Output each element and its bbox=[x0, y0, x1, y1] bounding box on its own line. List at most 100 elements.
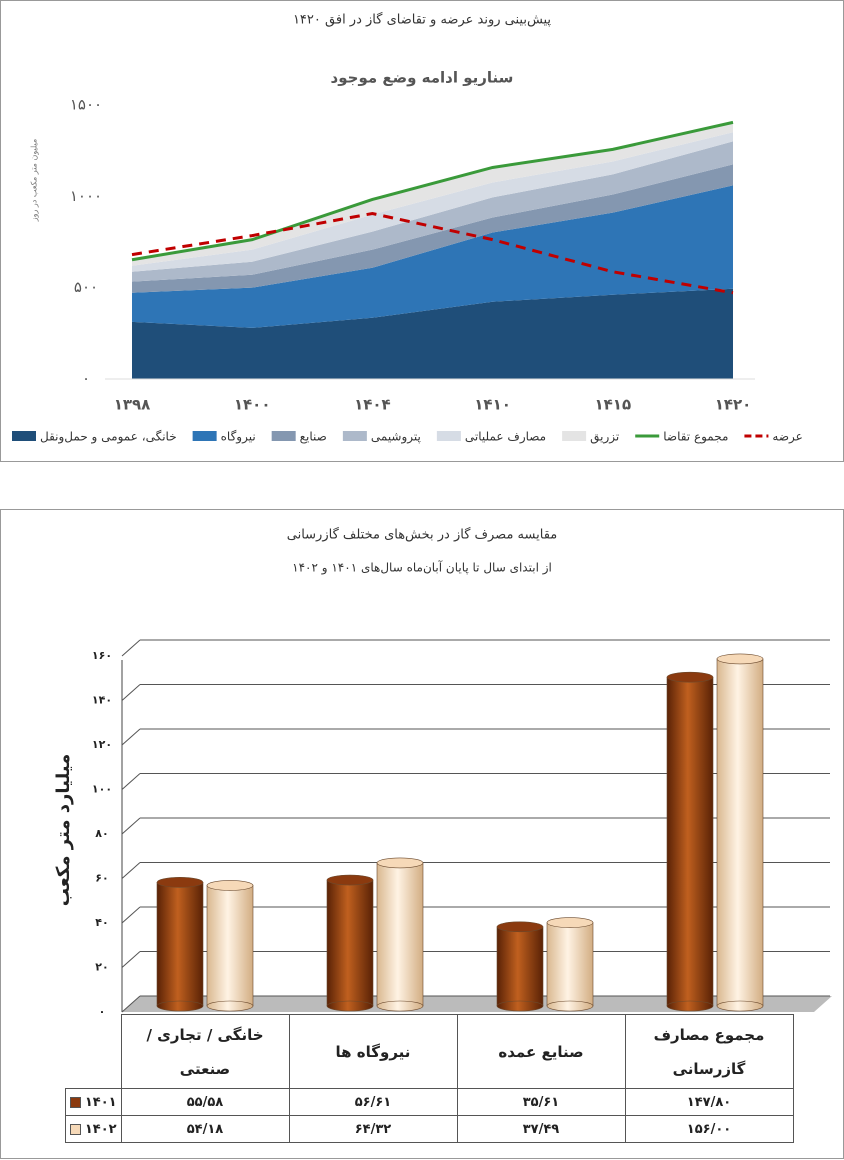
legend-marker bbox=[271, 431, 296, 441]
legend-item: عرضه bbox=[744, 430, 803, 445]
category-label: مجموع مصارف گازرسانی bbox=[624, 1014, 794, 1089]
y-tick-label: ۱۲۰ bbox=[92, 738, 112, 751]
category-label: نیروگاه ها bbox=[288, 1014, 458, 1089]
table-row: ۱۴۰۱ ۵۵/۵۸ ۵۶/۶۱ ۳۵/۶۱ ۱۴۷/۸۰ bbox=[65, 1088, 794, 1116]
y-tick-label: ۱۵۰۰ bbox=[70, 96, 102, 114]
bar-base bbox=[666, 1000, 714, 1012]
grid-line bbox=[121, 951, 141, 968]
x-tick-label: ۱۴۰۴ bbox=[354, 396, 391, 414]
legend-marker bbox=[342, 431, 367, 441]
bar-top bbox=[546, 917, 594, 928]
bar bbox=[376, 857, 424, 1012]
y-tick-label: ۸۰ bbox=[95, 827, 108, 840]
legend-item: مجموع تقاضا bbox=[635, 430, 728, 445]
legend-item: نیروگاه bbox=[192, 430, 256, 445]
bar-body bbox=[546, 922, 594, 1007]
bar-base bbox=[716, 1000, 764, 1012]
legend-label: تزریق bbox=[590, 430, 619, 445]
grid-line bbox=[121, 995, 141, 1013]
bar bbox=[156, 877, 204, 1012]
bar-top bbox=[666, 671, 714, 683]
bar bbox=[496, 921, 544, 1012]
y-tick-label: ۱۶۰ bbox=[92, 649, 112, 662]
table-row: ۱۴۰۲ ۵۴/۱۸ ۶۴/۳۲ ۳۷/۴۹ ۱۵۶/۰۰ bbox=[65, 1115, 794, 1143]
legend-label: پتروشیمی bbox=[371, 430, 421, 445]
legend-item: مصارف عملیاتی bbox=[436, 430, 546, 445]
legend-item: خانگی، عمومی و حمل‌ونقل bbox=[12, 430, 177, 445]
category-label: خانگی / تجاری / صنعتی bbox=[120, 1014, 290, 1089]
x-tick-label: ۱۴۲۰ bbox=[715, 396, 752, 414]
area bbox=[132, 164, 733, 293]
legend-item: پتروشیمی bbox=[342, 430, 421, 445]
y-axis-label: میلیون متر مکعب در روز bbox=[30, 139, 39, 223]
x-tick-label: ۱۴۱۵ bbox=[594, 396, 631, 414]
bar-body bbox=[496, 926, 544, 1007]
bar-top bbox=[496, 921, 544, 933]
y-tick-label: ۱۰۰۰ bbox=[70, 187, 102, 205]
table-corner bbox=[65, 1014, 122, 1089]
value-label: ۳۷/۴۹ bbox=[456, 1115, 626, 1143]
bar bbox=[666, 671, 714, 1012]
y-tick-label: ۴۰ bbox=[95, 916, 108, 929]
bar-base bbox=[206, 1000, 254, 1012]
bar-body bbox=[666, 676, 714, 1007]
bar-top bbox=[206, 880, 254, 891]
y-axis-label: میلیارد متر مکعب bbox=[53, 754, 74, 907]
grid-line bbox=[121, 817, 141, 835]
legend-marker bbox=[192, 431, 217, 441]
legend-label: عرضه bbox=[772, 430, 802, 445]
data-table: خانگی / تجاری / صنعتی نیروگاه ها صنایع عمد… bbox=[65, 1014, 794, 1143]
value-label: ۵۴/۱۸ bbox=[120, 1115, 290, 1143]
y-tick-label: ۶۰ bbox=[95, 872, 108, 885]
x-tick-label: ۱۳۹۸ bbox=[114, 396, 151, 414]
legend-marker bbox=[562, 431, 587, 441]
legend-cell: ۱۴۰۱ bbox=[65, 1088, 122, 1116]
y-tick-label: ۵۰۰ bbox=[74, 278, 98, 296]
bar bbox=[326, 874, 374, 1012]
chart-subtitle: سناریو ادامه وضع موجود bbox=[331, 69, 514, 87]
floor bbox=[122, 996, 832, 1012]
y-tick-label: ۲۰ bbox=[95, 961, 108, 974]
legend-item: صنایع bbox=[271, 430, 327, 444]
value-label: ۳۵/۶۱ bbox=[456, 1088, 626, 1116]
bar-body bbox=[716, 658, 764, 1007]
grid-line bbox=[121, 639, 141, 657]
legend-label: نیروگاه bbox=[221, 430, 256, 445]
legend-marker bbox=[69, 1123, 81, 1135]
bar-body bbox=[206, 885, 254, 1007]
bar bbox=[546, 917, 594, 1012]
value-label: ۱۴۷/۸۰ bbox=[624, 1088, 794, 1116]
y-tick-label: ۰ bbox=[82, 370, 90, 388]
legend-label: صنایع bbox=[300, 430, 327, 444]
bar bbox=[716, 653, 764, 1012]
grid-line bbox=[121, 906, 141, 924]
area bbox=[132, 141, 733, 282]
y-tick-label: ۰ bbox=[99, 1005, 106, 1018]
area bbox=[132, 185, 733, 328]
bar-top bbox=[376, 857, 424, 869]
area bbox=[132, 132, 733, 272]
table-header-row: خانگی / تجاری / صنعتی نیروگاه ها صنایع عمد… bbox=[65, 1014, 794, 1089]
legend-label: مصارف عملیاتی bbox=[465, 430, 546, 445]
grid-line bbox=[121, 773, 141, 790]
legend-marker bbox=[12, 431, 36, 441]
bar-body bbox=[326, 879, 374, 1007]
bar-base bbox=[496, 1000, 544, 1012]
line bbox=[131, 211, 734, 295]
area bbox=[132, 288, 733, 379]
legend-label: ۱۴۰۲ bbox=[84, 1121, 117, 1137]
chart-title: پیش‌بینی روند عرضه و تقاضای گاز در افق ۱… bbox=[293, 12, 551, 28]
grid-line bbox=[121, 684, 141, 701]
x-tick-label: ۱۴۰۰ bbox=[234, 396, 271, 414]
y-tick-label: ۱۴۰ bbox=[92, 694, 112, 707]
value-label: ۱۵۶/۰۰ bbox=[624, 1115, 794, 1143]
grid-line bbox=[121, 728, 141, 746]
y-tick-label: ۱۰۰ bbox=[92, 783, 112, 796]
legend-label: مجموع تقاضا bbox=[663, 430, 728, 445]
bar-base bbox=[156, 1000, 204, 1012]
legend-item: تزریق bbox=[562, 430, 619, 445]
legend-cell: ۱۴۰۲ bbox=[65, 1115, 122, 1143]
bar-base bbox=[326, 1000, 374, 1012]
